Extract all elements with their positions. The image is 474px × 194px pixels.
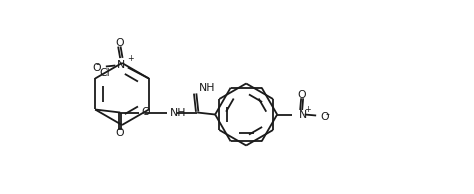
Text: O: O bbox=[116, 128, 125, 139]
Text: +: + bbox=[304, 105, 310, 114]
Text: O: O bbox=[115, 37, 124, 48]
Text: O: O bbox=[141, 107, 150, 118]
Text: -: - bbox=[95, 60, 99, 69]
Text: +: + bbox=[127, 54, 134, 63]
Text: O: O bbox=[92, 63, 101, 74]
Text: NH: NH bbox=[170, 108, 187, 119]
Text: O: O bbox=[298, 89, 307, 100]
Text: Cl: Cl bbox=[99, 68, 110, 79]
Text: -: - bbox=[325, 109, 329, 120]
Text: N: N bbox=[299, 111, 308, 120]
Text: N: N bbox=[117, 60, 125, 69]
Text: NH: NH bbox=[199, 83, 216, 94]
Text: O: O bbox=[320, 113, 329, 122]
